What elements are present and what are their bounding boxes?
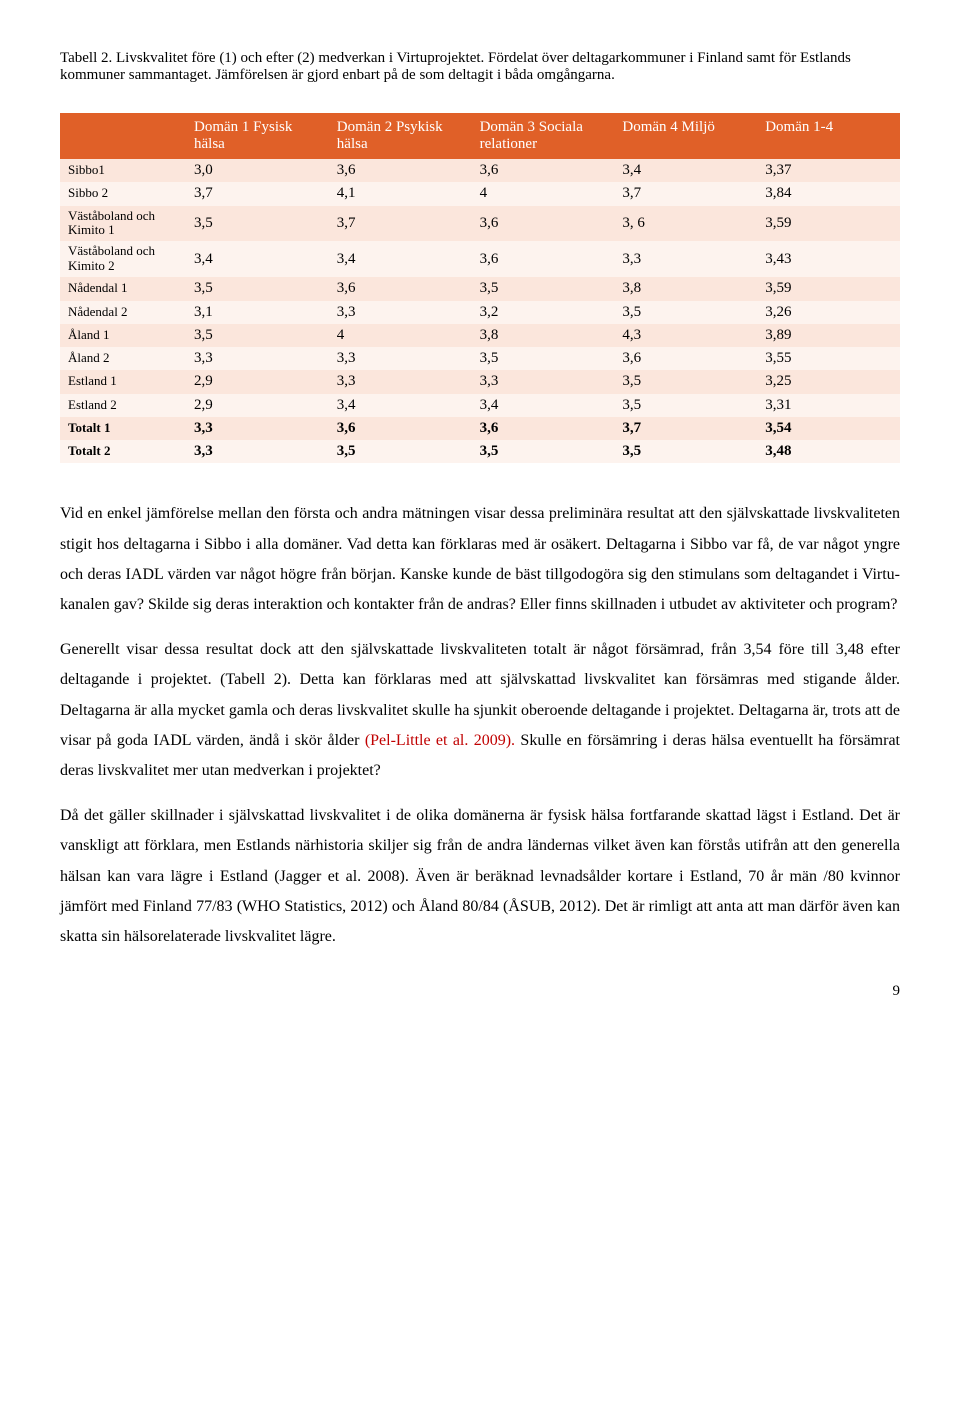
table-cell: 3,4 [329, 394, 472, 417]
table-cell: 3,37 [757, 159, 900, 182]
table-cell: 3,7 [186, 182, 329, 205]
table-cell: Sibbo1 [60, 159, 186, 182]
table-cell: 3,6 [329, 417, 472, 440]
table-row: Nådendal 23,13,33,23,53,26 [60, 301, 900, 324]
table-cell: 3,5 [329, 440, 472, 463]
table-cell: 3,84 [757, 182, 900, 205]
table-cell: 3,5 [472, 277, 615, 300]
table-cell: Åland 1 [60, 324, 186, 347]
table-cell: 3,31 [757, 394, 900, 417]
table-row: Nådendal 13,53,63,53,83,59 [60, 277, 900, 300]
table-cell: Totalt 1 [60, 417, 186, 440]
table-cell: 3,5 [614, 440, 757, 463]
table-cell: 3,6 [472, 417, 615, 440]
table-cell: 3,6 [472, 206, 615, 242]
table-cell: 3,8 [614, 277, 757, 300]
page-number: 9 [60, 983, 900, 1000]
table-cell: 3,59 [757, 206, 900, 242]
table-cell: 3,5 [472, 347, 615, 370]
table-cell: 3,26 [757, 301, 900, 324]
table-row: Estland 22,93,43,43,53,31 [60, 394, 900, 417]
table-cell: 3,3 [186, 347, 329, 370]
table-cell: 3,5 [186, 277, 329, 300]
table-cell: 3,6 [472, 241, 615, 277]
table-row: Totalt 23,33,53,53,53,48 [60, 440, 900, 463]
table-header-row: Domän 1 Fysisk hälsa Domän 2 Psykisk häl… [60, 113, 900, 160]
table-cell: 3,4 [329, 241, 472, 277]
table-row: Åland 23,33,33,53,63,55 [60, 347, 900, 370]
table-cell: 4 [472, 182, 615, 205]
table-cell: 3,3 [186, 440, 329, 463]
table-cell: 3,3 [614, 241, 757, 277]
table-row: Åland 13,543,84,33,89 [60, 324, 900, 347]
col-header-0 [60, 113, 186, 160]
table-cell: Totalt 2 [60, 440, 186, 463]
table-cell: 3,1 [186, 301, 329, 324]
table-cell: 3, 6 [614, 206, 757, 242]
table-cell: 3,4 [614, 159, 757, 182]
table-cell: 3,55 [757, 347, 900, 370]
table-cell: 3,5 [614, 370, 757, 393]
table-row: Totalt 13,33,63,63,73,54 [60, 417, 900, 440]
table-cell: Sibbo 2 [60, 182, 186, 205]
table-cell: 2,9 [186, 370, 329, 393]
table-cell: 3,7 [614, 417, 757, 440]
table-cell: 3,43 [757, 241, 900, 277]
table-row: Väståboland och Kimito 23,43,43,63,33,43 [60, 241, 900, 277]
table-cell: Estland 2 [60, 394, 186, 417]
table-cell: 3,6 [329, 277, 472, 300]
table-cell: 3,3 [329, 301, 472, 324]
table-cell: Estland 1 [60, 370, 186, 393]
table-cell: Nådendal 1 [60, 277, 186, 300]
table-cell: 3,54 [757, 417, 900, 440]
data-table: Domän 1 Fysisk hälsa Domän 2 Psykisk häl… [60, 113, 900, 464]
col-header-5: Domän 1-4 [757, 113, 900, 160]
table-cell: Väståboland och Kimito 1 [60, 206, 186, 242]
table-cell: 3,3 [186, 417, 329, 440]
table-cell: 3,7 [329, 206, 472, 242]
table-cell: 3,3 [329, 347, 472, 370]
table-cell: 3,6 [614, 347, 757, 370]
col-header-4: Domän 4 Miljö [614, 113, 757, 160]
table-row: Sibbo 23,74,143,73,84 [60, 182, 900, 205]
table-cell: 3,59 [757, 277, 900, 300]
table-cell: 3,6 [329, 159, 472, 182]
table-row: Väståboland och Kimito 13,53,73,63, 63,5… [60, 206, 900, 242]
paragraph-2: Generellt visar dessa resultat dock att … [60, 635, 900, 787]
table-cell: Väståboland och Kimito 2 [60, 241, 186, 277]
table-cell: 4,3 [614, 324, 757, 347]
col-header-3: Domän 3 Sociala relationer [472, 113, 615, 160]
table-cell: 3,4 [186, 241, 329, 277]
table-row: Sibbo13,03,63,63,43,37 [60, 159, 900, 182]
table-cell: 3,5 [186, 324, 329, 347]
table-cell: 3,6 [472, 159, 615, 182]
pel-citation: (Pel-Little et al. 2009). [365, 732, 515, 749]
table-cell: 3,7 [614, 182, 757, 205]
table-cell: 3,3 [329, 370, 472, 393]
table-cell: 4,1 [329, 182, 472, 205]
table-caption: Tabell 2. Livskvalitet före (1) och efte… [60, 50, 900, 85]
table-cell: 3,2 [472, 301, 615, 324]
table-cell: 3,5 [614, 394, 757, 417]
table-cell: Nådendal 2 [60, 301, 186, 324]
table-cell: 3,5 [472, 440, 615, 463]
table-cell: 3,4 [472, 394, 615, 417]
table-cell: 3,25 [757, 370, 900, 393]
col-header-2: Domän 2 Psykisk hälsa [329, 113, 472, 160]
table-cell: Åland 2 [60, 347, 186, 370]
table-row: Estland 12,93,33,33,53,25 [60, 370, 900, 393]
paragraph-1: Vid en enkel jämförelse mellan den först… [60, 499, 900, 621]
table-cell: 4 [329, 324, 472, 347]
table-cell: 3,0 [186, 159, 329, 182]
col-header-1: Domän 1 Fysisk hälsa [186, 113, 329, 160]
table-cell: 3,5 [614, 301, 757, 324]
table-cell: 2,9 [186, 394, 329, 417]
table-cell: 3,5 [186, 206, 329, 242]
table-cell: 3,48 [757, 440, 900, 463]
paragraph-3: Då det gäller skillnader i självskattad … [60, 801, 900, 953]
table-cell: 3,8 [472, 324, 615, 347]
table-cell: 3,3 [472, 370, 615, 393]
table-cell: 3,89 [757, 324, 900, 347]
